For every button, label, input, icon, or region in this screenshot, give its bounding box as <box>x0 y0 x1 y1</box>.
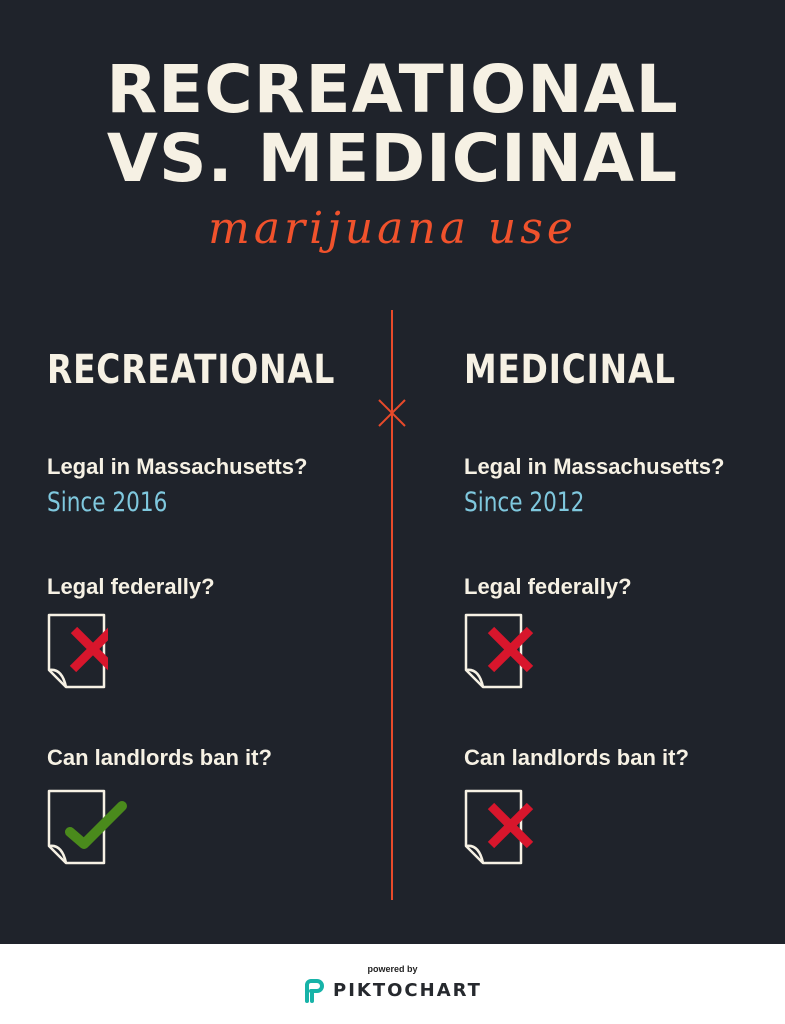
medicinal-q-massachusetts: Legal in Massachusetts? <box>464 454 725 479</box>
title-line-2: VS. MEDICINAL <box>106 120 679 197</box>
recreational-heading: RECREATIONAL <box>47 347 336 393</box>
recreational-q-landlords: Can landlords ban it? <box>47 745 272 770</box>
medicinal-heading: MEDICINAL <box>464 347 676 393</box>
footer <box>0 944 785 1024</box>
recreational-q-massachusetts: Legal in Massachusetts? <box>47 454 308 479</box>
piktochart-logo-icon <box>305 979 324 1003</box>
red-x-icon <box>47 613 108 689</box>
green-check-icon <box>47 789 127 865</box>
red-x-icon <box>464 789 534 865</box>
medicinal-q-landlords: Can landlords ban it? <box>464 745 689 770</box>
title-line-1: RECREATIONAL <box>106 51 679 128</box>
subtitle: marijuana use <box>208 203 577 254</box>
medicinal-a-massachusetts: Since 2012 <box>464 487 585 518</box>
divider-cross-icon <box>378 399 406 427</box>
brand-name: PIKTOCHART <box>333 980 482 1001</box>
recreational-q-federal: Legal federally? <box>47 574 215 599</box>
powered-by-label: powered by <box>367 964 418 974</box>
recreational-a-massachusetts: Since 2016 <box>47 487 168 518</box>
center-divider <box>391 310 393 900</box>
red-x-icon <box>464 613 534 689</box>
medicinal-q-federal: Legal federally? <box>464 574 632 599</box>
piktochart-brand[interactable]: PIKTOCHART <box>303 979 482 1003</box>
